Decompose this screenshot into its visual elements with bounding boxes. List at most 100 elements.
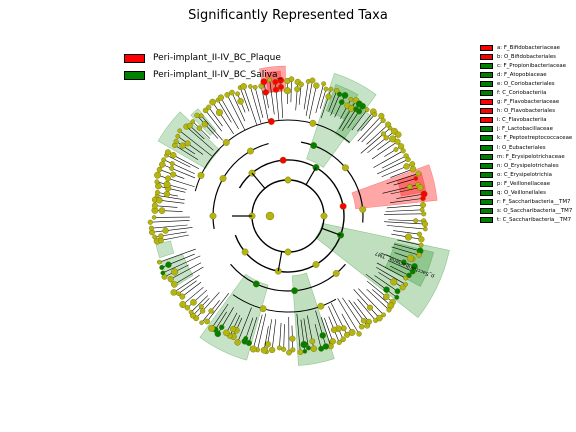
taxa-legend-label: r: F_Saccharibacteria__TM7 [497,199,571,206]
inner-node [390,278,398,286]
branch [320,317,332,347]
leaf-node [160,270,166,276]
taxa-legend-label: c: F_Propionibacteriaceae [497,62,567,69]
leaf-node [208,324,216,332]
branch [162,255,201,274]
inner-node [360,317,367,324]
branch [386,204,424,209]
leaf-node [248,84,253,89]
leaf-node [194,112,200,119]
branch [205,110,222,132]
root-connector [321,227,341,236]
inner-node [179,142,186,149]
inner-node [389,135,397,143]
taxa-legend-swatch [480,135,493,142]
inner-node [380,131,386,137]
branch [158,185,186,193]
taxa-legend-label: k: F_Peptostreptococcaceae [497,135,573,142]
branch [189,125,205,140]
branch [393,230,420,235]
taxa-legend-label: j: F_Lactobacillaceae [497,126,553,133]
leaf-node [154,171,162,179]
branch [381,155,407,169]
branch [201,115,223,141]
branch [357,298,376,321]
inner-node [169,165,175,171]
branch [303,318,309,348]
leaf-node [394,288,401,295]
taxa-legend-label: s: O_Saccharibacteria__TM7 [497,208,573,215]
branch [373,150,404,168]
leaf-node [209,98,216,106]
leaf-node [387,125,393,131]
branch-node [241,248,249,256]
leaf-node [323,86,329,92]
leaf-node [413,176,419,181]
leaf-node [260,346,268,354]
inner-node [208,308,214,314]
taxa-legend-swatch [480,80,493,87]
taxa-legend-swatch [480,117,493,124]
leaf-node [418,236,425,243]
taxa-legend-entry: e: O_Coriobacteriales [480,79,572,88]
branch [358,288,384,316]
branch-node [291,287,298,295]
leaf-node [156,166,163,173]
leaf-node [334,88,340,94]
leaf-node [409,268,416,275]
taxa-legend-label: f: C_Coriobacteriia [497,90,547,97]
leaf-node [405,156,411,163]
legend-entry-saliva: Peri-implant_II-IV_BC_Saliva_ [124,67,282,83]
branch-node [359,206,367,213]
inner-node [272,86,280,93]
inner-node [184,140,191,147]
leaf-node [281,346,287,352]
leaf-node [421,220,429,228]
branch-node [309,119,317,127]
leaf-node [373,318,379,323]
leaf-node [224,92,230,98]
taxa-legend-swatch [480,108,493,115]
branch-node [339,202,347,210]
taxa-legend-swatch [480,199,493,206]
taxa-legend-label: a: F_Bifidobacteriaceae [497,44,560,51]
taxa-legend-label: p: F_Veillonellaceae [497,180,551,187]
taxa-legend-label: h: O_Flavobacteriales [497,108,556,115]
branch [150,220,190,223]
leaf-node [356,331,362,337]
branch [208,107,223,127]
leaf-node [298,81,304,88]
taxa-legend-entry: n: O_Erysipelotrichales [480,161,572,170]
taxa-legend-entry: d: F_Atopobiaceae [480,70,572,79]
taxa-legend-label: t: C_Saccharibacteria__TM7 [497,217,572,224]
leaf-node [423,226,428,232]
leaf-node [249,345,257,353]
leaf-node [199,320,204,325]
taxa-legend-entry: j: F_Lactobacillaceae [480,125,572,134]
inner-node [404,233,412,241]
taxa-legend-entry: k: F_Peptostreptococcaceae [480,134,572,143]
taxa-legend-entry: h: O_Flavobacteriales [480,107,572,116]
taxa-legend-swatch [480,217,493,224]
branch [366,288,390,311]
taxa-legend-label: e: O_Coriobacteriales [497,80,555,87]
leaf-node [240,83,247,90]
inner-node [237,98,244,105]
taxa-legend-entry: o: C_Erysipelotrichia [480,170,572,179]
taxa-legend-entry: m: F_Erysipelotrichaceae [480,152,572,161]
branch [174,145,199,161]
leaf-node [400,148,406,154]
taxa-legend-swatch [480,99,493,106]
branch-node [284,176,292,184]
leaf-node [179,301,187,308]
branch-node [284,248,292,256]
leaf-node [223,329,230,337]
inner-node [230,325,237,333]
branch-node [320,212,328,220]
taxa-legend-swatch [480,162,493,169]
leaf-node [409,161,416,167]
leaf-node [190,119,196,124]
branch [269,79,275,115]
inner-node [283,87,291,95]
leaf-node [318,345,325,352]
